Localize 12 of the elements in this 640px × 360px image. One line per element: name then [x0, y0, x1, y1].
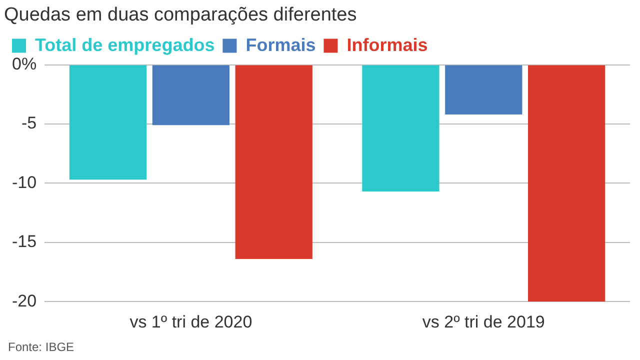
x-tick-label: vs 2º tri de 2019 [422, 312, 545, 332]
y-tick-label: -5 [21, 114, 37, 133]
y-tick-label: 0% [12, 54, 37, 74]
source-note: Fonte: IBGE [8, 340, 74, 354]
legend-label: Total de empregados [35, 34, 215, 55]
y-tick-label: -10 [12, 172, 37, 192]
x-tick-label: vs 1º tri de 2020 [130, 312, 252, 332]
legend-label: Formais [246, 34, 316, 55]
y-tick-label: -15 [12, 232, 37, 252]
y-tick-label: -20 [12, 291, 37, 310]
legend-label: Informais [346, 34, 428, 55]
chart-title: Quedas em duas comparações diferentes [4, 4, 357, 26]
